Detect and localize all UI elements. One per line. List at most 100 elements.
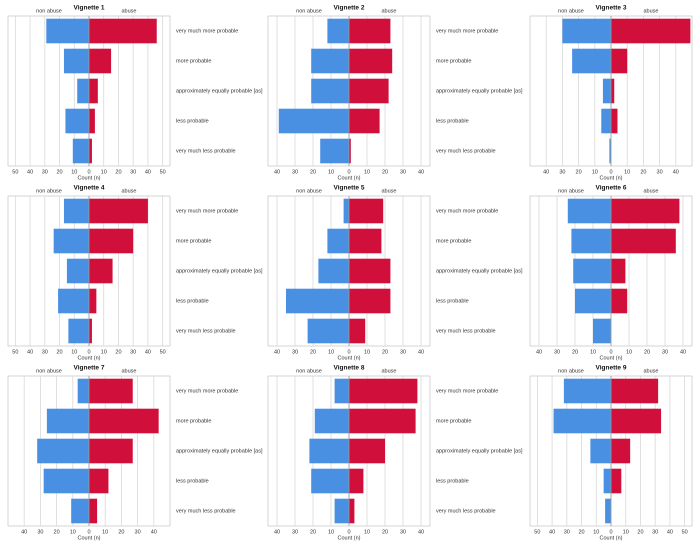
x-tick-label: 50 xyxy=(12,169,18,175)
bar-right xyxy=(349,468,364,494)
x-axis-title: Count (n) xyxy=(78,355,101,361)
bar-left xyxy=(311,48,349,74)
x-tick-label: 40 xyxy=(667,529,673,535)
x-tick-label: 40 xyxy=(274,169,280,175)
legend-right: abuse xyxy=(382,8,397,14)
x-tick-label: 30 xyxy=(292,529,298,535)
bar-right xyxy=(89,108,95,134)
category-label: more probable xyxy=(436,418,471,424)
x-tick-label: 10 xyxy=(623,529,629,535)
category-label: very much more probable xyxy=(436,208,498,214)
bar-left xyxy=(601,108,611,134)
category-label: less probable xyxy=(176,118,209,124)
bar-left xyxy=(286,288,349,314)
bar-left xyxy=(605,498,611,524)
x-tick-label: 40 xyxy=(274,529,280,535)
bar-left xyxy=(327,228,349,254)
bar-right xyxy=(349,258,391,284)
legend-right: abuse xyxy=(382,188,397,194)
x-tick-label: 30 xyxy=(130,349,136,355)
bar-right xyxy=(89,258,113,284)
chart-title: Vignette 4 xyxy=(74,185,105,192)
x-tick-label: 10 xyxy=(70,529,76,535)
bar-right xyxy=(349,228,382,254)
category-label: less probable xyxy=(436,118,469,124)
bar-right xyxy=(89,138,92,164)
x-tick-label: 30 xyxy=(554,349,560,355)
bar-right xyxy=(349,18,391,44)
bar-right xyxy=(89,318,92,344)
category-label: less probable xyxy=(436,298,469,304)
x-tick-label: 20 xyxy=(382,349,388,355)
legend-left: non abuse xyxy=(558,8,584,14)
category-label: very much more probable xyxy=(176,208,238,214)
bar-left xyxy=(343,198,349,224)
bar-left xyxy=(72,138,89,164)
x-tick-label: 30 xyxy=(564,529,570,535)
bar-left xyxy=(327,18,349,44)
x-tick-label: 20 xyxy=(310,169,316,175)
category-label: less probable xyxy=(176,298,209,304)
bar-right xyxy=(611,48,628,74)
x-tick-label: 30 xyxy=(130,169,136,175)
x-tick-label: 10 xyxy=(364,169,370,175)
x-tick-label: 40 xyxy=(21,529,27,535)
category-label: very much more probable xyxy=(436,388,498,394)
x-tick-label: 50 xyxy=(682,529,688,535)
bar-left xyxy=(278,108,349,134)
x-tick-label: 50 xyxy=(160,349,166,355)
x-tick-label: 20 xyxy=(576,169,582,175)
legend-right: abuse xyxy=(122,188,137,194)
legend-left: non abuse xyxy=(36,188,62,194)
bar-right xyxy=(89,18,157,44)
x-tick-label: 0 xyxy=(87,349,90,355)
chart-title: Vignette 6 xyxy=(596,185,627,192)
chart-title: Vignette 8 xyxy=(334,365,365,372)
bar-left xyxy=(65,108,89,134)
bar-right xyxy=(349,378,418,404)
x-tick-label: 50 xyxy=(160,169,166,175)
x-tick-label: 10 xyxy=(592,169,598,175)
category-label: very much more probable xyxy=(176,28,238,34)
x-tick-label: 40 xyxy=(680,349,686,355)
x-tick-label: 30 xyxy=(37,529,43,535)
legend-left: non abuse xyxy=(296,368,322,374)
bar-right xyxy=(349,108,380,134)
bar-left xyxy=(575,288,611,314)
bar-left xyxy=(567,198,611,224)
x-tick-label: 40 xyxy=(543,169,549,175)
category-label: more probable xyxy=(176,238,211,244)
legend-left: non abuse xyxy=(558,188,584,194)
bar-right xyxy=(89,378,133,404)
category-label: approximately equally probable [as] xyxy=(436,268,523,274)
x-tick-label: 30 xyxy=(662,349,668,355)
bar-left xyxy=(603,468,611,494)
category-label: approximately equally probable [as] xyxy=(176,88,263,94)
x-tick-label: 30 xyxy=(400,349,406,355)
bar-right xyxy=(89,498,98,524)
bar-left xyxy=(66,258,89,284)
category-label: more probable xyxy=(436,238,471,244)
chart-title: Vignette 9 xyxy=(596,365,627,372)
legend-right: abuse xyxy=(122,8,137,14)
category-label: very much less probable xyxy=(176,148,236,154)
x-axis-title: Count (n) xyxy=(600,355,623,361)
bar-left xyxy=(311,468,349,494)
x-tick-label: 40 xyxy=(418,169,424,175)
x-tick-label: 30 xyxy=(652,529,658,535)
x-tick-label: 30 xyxy=(42,349,48,355)
bar-left xyxy=(311,78,349,104)
bar-left xyxy=(562,18,611,44)
bar-right xyxy=(611,258,626,284)
x-tick-label: 20 xyxy=(644,349,650,355)
category-label: very much less probable xyxy=(436,328,496,334)
bar-right xyxy=(611,18,691,44)
bar-right xyxy=(611,228,676,254)
bar-right xyxy=(89,48,112,74)
bar-right xyxy=(611,288,628,314)
x-tick-label: 30 xyxy=(292,169,298,175)
x-tick-label: 0 xyxy=(609,349,612,355)
bar-left xyxy=(563,378,611,404)
chart-title: Vignette 2 xyxy=(334,5,365,12)
category-label: less probable xyxy=(176,478,209,484)
